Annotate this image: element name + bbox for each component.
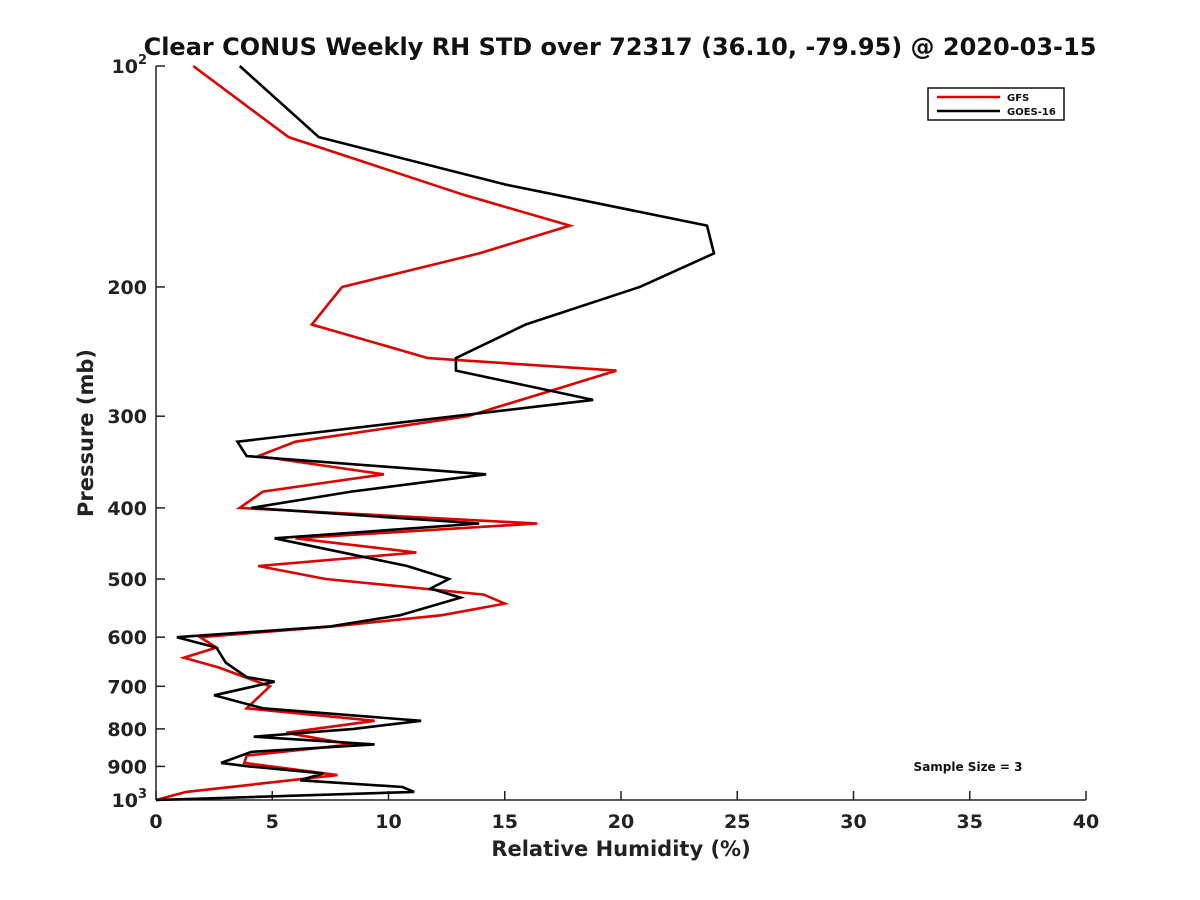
x-tick-label: 20 bbox=[608, 811, 634, 833]
legend: GFS GOES-16 bbox=[927, 87, 1065, 121]
y-tick-label: 600 bbox=[107, 627, 147, 649]
sample-size-annotation: Sample Size = 3 bbox=[914, 760, 1023, 774]
y-tick-label: 900 bbox=[107, 756, 147, 778]
series-layer bbox=[155, 64, 716, 802]
axes bbox=[155, 66, 1086, 801]
x-tick-label: 15 bbox=[492, 811, 518, 833]
x-axis-label: Relative Humidity (%) bbox=[491, 837, 750, 861]
x-tick-label: 10 bbox=[375, 811, 401, 833]
y-tick-label: 700 bbox=[107, 676, 147, 698]
y-tick-label: 102 bbox=[112, 53, 148, 78]
x-tick-label: 40 bbox=[1073, 811, 1099, 833]
legend-box bbox=[927, 87, 1065, 121]
y-ticks: 102 200 300 400 500 600 700 800 900 103 bbox=[107, 53, 165, 812]
y-axis-label: Pressure (mb) bbox=[74, 349, 98, 517]
x-tick-label: 25 bbox=[724, 811, 750, 833]
series-line-goes16 bbox=[155, 65, 716, 802]
y-tick-label: 103 bbox=[112, 787, 148, 812]
y-tick-label: 500 bbox=[107, 569, 147, 591]
x-ticks: 0 5 10 15 20 25 30 35 40 bbox=[149, 791, 1099, 833]
chart-title: Clear CONUS Weekly RH STD over 72317 (36… bbox=[144, 33, 1097, 61]
x-tick-label: 30 bbox=[840, 811, 866, 833]
x-tick-label: 35 bbox=[957, 811, 983, 833]
y-tick-label: 800 bbox=[107, 719, 147, 741]
series-line-gfs bbox=[155, 64, 617, 802]
y-tick-label: 400 bbox=[107, 498, 147, 520]
y-tick-label: 200 bbox=[107, 277, 147, 299]
legend-label-gfs: GFS bbox=[1007, 93, 1029, 104]
y-tick-label: 300 bbox=[107, 406, 147, 428]
legend-label-goes16: GOES-16 bbox=[1007, 107, 1056, 118]
x-tick-label: 5 bbox=[266, 811, 279, 833]
x-tick-label: 0 bbox=[149, 811, 162, 833]
